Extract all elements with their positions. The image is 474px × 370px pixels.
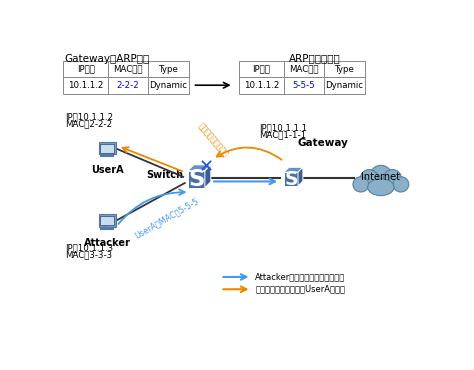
Text: Attacker: Attacker [84,238,131,248]
Text: IP：10.1.1.1: IP：10.1.1.1 [259,123,307,132]
Polygon shape [284,167,303,172]
Bar [284,61,324,77]
Text: MAC地址: MAC地址 [290,64,319,74]
Text: MAC：1-1-1: MAC：1-1-1 [259,130,306,139]
Text: Dynamic: Dynamic [149,81,188,90]
Text: 5-5-5: 5-5-5 [293,81,316,90]
Polygon shape [188,171,205,188]
Ellipse shape [370,165,392,187]
Bar [284,77,324,94]
Ellipse shape [360,169,379,189]
Bar [100,216,114,225]
Text: 互联网通过网关转发给UserA的数据: 互联网通过网关转发给UserA的数据 [255,285,346,294]
Bar [324,61,365,77]
Text: 10.1.1.2: 10.1.1.2 [244,81,279,90]
Text: S: S [188,168,205,191]
Text: IP地址: IP地址 [253,64,271,74]
Text: Type: Type [335,64,355,74]
Polygon shape [188,165,211,171]
Bar [63,77,108,94]
Text: Type: Type [159,64,179,74]
Text: MAC：3-3-3: MAC：3-3-3 [65,250,113,259]
Text: Gateway的ARP表项: Gateway的ARP表项 [64,54,150,64]
Bar [100,144,114,153]
Bar [239,61,284,77]
Text: UserA的MAC是5-5-5: UserA的MAC是5-5-5 [133,196,200,240]
Ellipse shape [368,179,394,196]
Text: Internet: Internet [361,172,401,182]
Text: UserA: UserA [91,165,124,175]
Text: ARP表项更新为: ARP表项更新为 [289,54,341,64]
Text: 正常数据通信被阻断: 正常数据通信被阻断 [196,121,229,159]
Text: MAC地址: MAC地址 [113,64,143,74]
Text: S: S [284,169,298,189]
Text: 10.1.1.2: 10.1.1.2 [68,81,103,90]
Polygon shape [205,165,211,188]
Text: Attacker发送的欺骗网关攻击报文: Attacker发送的欺骗网关攻击报文 [255,272,346,282]
Ellipse shape [353,177,369,192]
Text: IP：10.1.1.3: IP：10.1.1.3 [65,243,114,252]
Bar [239,77,284,94]
Text: 2-2-2: 2-2-2 [117,81,140,90]
Bar [99,214,116,227]
Bar [324,77,365,94]
Text: MAC：2-2-2: MAC：2-2-2 [65,119,113,128]
Bar [99,142,116,154]
Bar [108,61,148,77]
Polygon shape [298,167,303,186]
Ellipse shape [383,169,401,189]
Text: Dynamic: Dynamic [326,81,364,90]
Text: IP：10.1.1.2: IP：10.1.1.2 [65,112,114,121]
Bar [63,61,108,77]
Polygon shape [284,172,298,186]
Text: Switch: Switch [146,169,183,179]
Bar [148,77,189,94]
Text: Gateway: Gateway [298,138,349,148]
Bar [108,77,148,94]
Text: IP地址: IP地址 [77,64,94,74]
Bar [148,61,189,77]
Text: ✕: ✕ [199,159,214,176]
Ellipse shape [393,177,409,192]
